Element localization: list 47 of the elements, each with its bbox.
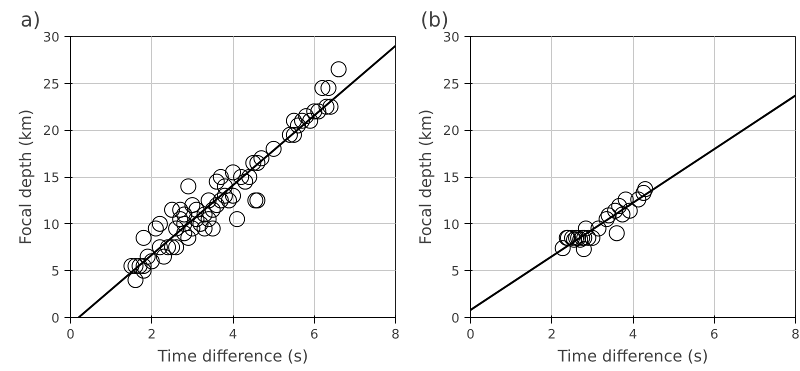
y-tick-label: 0	[451, 312, 460, 326]
y-axis-title: Focal depth (km)	[16, 109, 35, 245]
point	[622, 202, 638, 219]
y-tick-label: 30	[442, 30, 460, 46]
point	[630, 191, 646, 208]
point	[608, 225, 625, 242]
y-tick-label: 20	[442, 124, 460, 140]
point	[578, 220, 594, 236]
y-tick-label: 15	[442, 171, 460, 186]
y-tick-label: 30	[42, 30, 60, 46]
point	[637, 181, 654, 198]
y-tick-label: 25	[42, 77, 60, 92]
point	[584, 230, 600, 246]
y-tick-label: 15	[42, 171, 60, 186]
point	[554, 240, 571, 256]
x-tick-label: 8	[391, 328, 400, 342]
point	[590, 220, 606, 236]
point	[636, 184, 652, 201]
x-tick-label: 2	[548, 328, 556, 342]
x-tick-label: 8	[791, 328, 800, 342]
point	[618, 191, 634, 208]
point	[607, 202, 624, 219]
chart-title: a)	[20, 8, 41, 32]
chart-title: (b)	[420, 8, 449, 32]
y-tick-label: 5	[51, 264, 60, 280]
y-axis-title: Focal depth (km)	[416, 109, 435, 245]
x-tick-label: 2	[148, 328, 156, 342]
x-tick-label: 6	[310, 328, 318, 342]
point	[614, 206, 630, 222]
x-tick-label: 4	[628, 328, 638, 342]
x-tick-label: 4	[228, 328, 238, 342]
x-axis-title: Time difference (s)	[556, 346, 708, 366]
x-tick-label: 0	[466, 328, 475, 342]
point	[580, 230, 596, 246]
y-tick-label: 10	[442, 218, 460, 233]
x-tick-label: 6	[710, 328, 718, 342]
x-axis-title: Time difference (s)	[156, 346, 308, 366]
y-tick-label: 10	[42, 218, 60, 233]
y-tick-label: 20	[42, 124, 60, 140]
y-tick-label: 25	[442, 77, 460, 92]
y-tick-label: 5	[451, 264, 460, 280]
point	[576, 241, 592, 258]
point	[598, 211, 615, 228]
x-tick-label: 0	[66, 328, 75, 342]
point	[611, 198, 628, 214]
point	[600, 207, 617, 224]
y-tick-label: 0	[51, 312, 60, 326]
